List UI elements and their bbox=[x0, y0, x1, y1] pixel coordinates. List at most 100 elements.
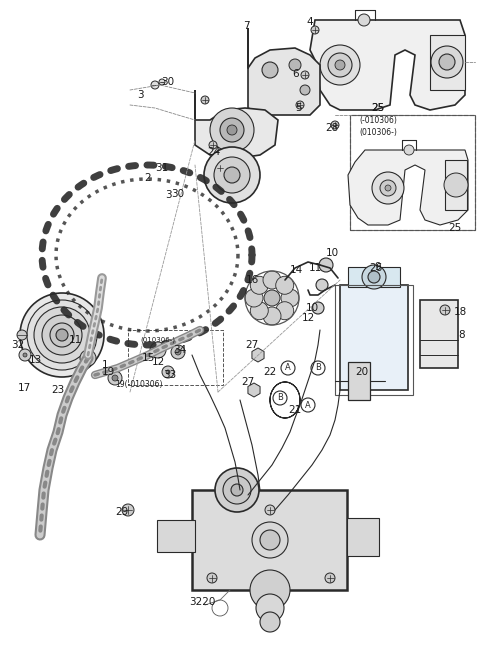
Circle shape bbox=[273, 391, 287, 405]
Polygon shape bbox=[310, 20, 465, 110]
Text: 26: 26 bbox=[370, 263, 383, 273]
Text: (-010306): (-010306) bbox=[359, 116, 397, 124]
Text: 4: 4 bbox=[307, 17, 313, 27]
Bar bbox=[445, 160, 467, 210]
Text: 6: 6 bbox=[293, 69, 300, 79]
Circle shape bbox=[150, 342, 166, 358]
Circle shape bbox=[34, 307, 90, 363]
Bar bbox=[348, 267, 400, 287]
Circle shape bbox=[311, 26, 319, 34]
Circle shape bbox=[220, 118, 244, 142]
Text: 19: 19 bbox=[101, 367, 115, 377]
Circle shape bbox=[252, 522, 288, 558]
Text: A: A bbox=[285, 363, 291, 373]
Text: 29: 29 bbox=[115, 507, 129, 517]
Polygon shape bbox=[195, 90, 278, 158]
Circle shape bbox=[296, 101, 304, 109]
Circle shape bbox=[155, 347, 161, 353]
Polygon shape bbox=[248, 28, 320, 115]
Text: (010306-): (010306-) bbox=[141, 337, 176, 343]
Circle shape bbox=[281, 361, 295, 375]
Circle shape bbox=[224, 167, 240, 183]
Circle shape bbox=[385, 185, 391, 191]
Text: 31: 31 bbox=[156, 163, 168, 173]
Text: 7: 7 bbox=[243, 21, 249, 31]
Text: B: B bbox=[315, 363, 321, 373]
Text: 12: 12 bbox=[301, 313, 314, 323]
Text: 3: 3 bbox=[165, 190, 171, 200]
Text: 10: 10 bbox=[325, 248, 338, 258]
Circle shape bbox=[263, 271, 281, 289]
Circle shape bbox=[201, 96, 209, 104]
Circle shape bbox=[276, 277, 294, 294]
Text: 11: 11 bbox=[68, 335, 82, 345]
Text: 25: 25 bbox=[372, 103, 384, 113]
Text: 9: 9 bbox=[375, 262, 381, 272]
Circle shape bbox=[108, 371, 122, 385]
Circle shape bbox=[265, 505, 275, 515]
Circle shape bbox=[210, 108, 254, 152]
Circle shape bbox=[362, 265, 386, 289]
Bar bbox=[348, 362, 370, 400]
Polygon shape bbox=[248, 383, 260, 397]
Circle shape bbox=[440, 305, 450, 315]
Circle shape bbox=[319, 258, 333, 272]
Circle shape bbox=[80, 350, 96, 366]
Circle shape bbox=[260, 530, 280, 550]
Circle shape bbox=[431, 46, 463, 78]
Circle shape bbox=[331, 121, 339, 129]
Text: 17: 17 bbox=[17, 383, 31, 393]
Circle shape bbox=[260, 612, 280, 632]
Text: 32: 32 bbox=[12, 340, 24, 350]
Text: 18: 18 bbox=[454, 307, 467, 317]
Circle shape bbox=[264, 290, 280, 306]
Text: 24: 24 bbox=[207, 147, 221, 157]
Circle shape bbox=[19, 349, 31, 361]
Circle shape bbox=[250, 277, 268, 294]
Text: A: A bbox=[305, 401, 311, 409]
Bar bbox=[430, 35, 465, 90]
Circle shape bbox=[380, 180, 396, 196]
Text: 3: 3 bbox=[137, 90, 144, 100]
Bar bbox=[350, 115, 475, 230]
Text: 5: 5 bbox=[295, 103, 301, 113]
Bar bbox=[128, 330, 223, 385]
Circle shape bbox=[56, 329, 68, 341]
Circle shape bbox=[20, 293, 104, 377]
Circle shape bbox=[256, 594, 284, 622]
Circle shape bbox=[404, 145, 414, 155]
Circle shape bbox=[166, 370, 170, 374]
Text: 16: 16 bbox=[245, 275, 259, 285]
Circle shape bbox=[325, 573, 335, 583]
Circle shape bbox=[276, 302, 294, 320]
Circle shape bbox=[372, 172, 404, 204]
Text: 21: 21 bbox=[288, 405, 301, 415]
Circle shape bbox=[151, 81, 159, 89]
Circle shape bbox=[227, 125, 237, 135]
Circle shape bbox=[23, 353, 27, 357]
Circle shape bbox=[215, 468, 259, 512]
Circle shape bbox=[250, 302, 268, 320]
Text: 27: 27 bbox=[245, 340, 259, 350]
Circle shape bbox=[122, 504, 134, 516]
Circle shape bbox=[250, 570, 290, 610]
Bar bbox=[335, 285, 413, 395]
Circle shape bbox=[328, 53, 352, 77]
Circle shape bbox=[85, 355, 91, 361]
Text: 11: 11 bbox=[308, 263, 322, 273]
Bar bbox=[340, 285, 408, 390]
Circle shape bbox=[312, 302, 324, 314]
Bar bbox=[157, 520, 195, 552]
Circle shape bbox=[300, 85, 310, 95]
Circle shape bbox=[231, 484, 243, 496]
Circle shape bbox=[207, 573, 217, 583]
Circle shape bbox=[358, 14, 370, 26]
Text: 33: 33 bbox=[163, 370, 177, 380]
Circle shape bbox=[214, 157, 250, 193]
Circle shape bbox=[245, 289, 263, 307]
Circle shape bbox=[316, 279, 328, 291]
Text: 34: 34 bbox=[173, 345, 187, 355]
Circle shape bbox=[159, 79, 165, 85]
Text: 3220: 3220 bbox=[189, 597, 215, 607]
Circle shape bbox=[17, 330, 27, 340]
